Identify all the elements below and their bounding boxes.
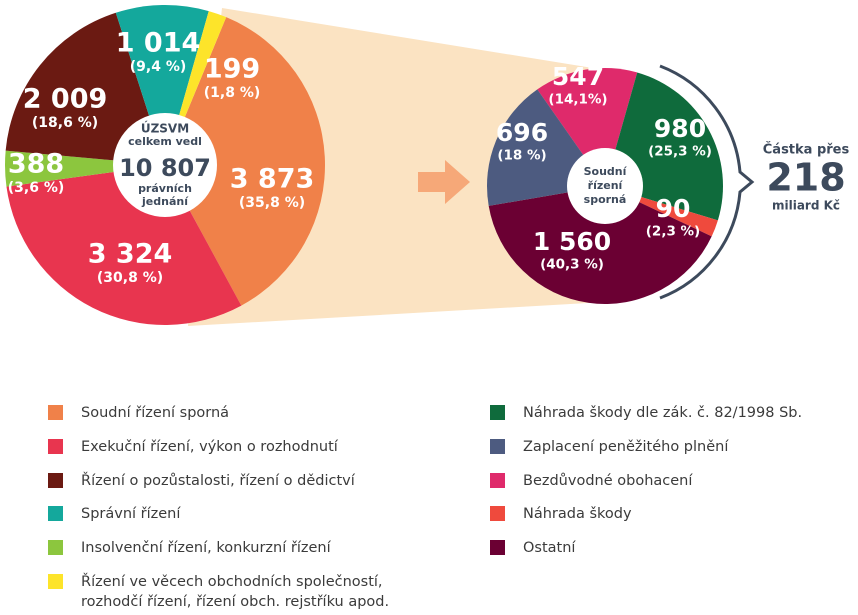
legend-label: Soudní řízení sporná [81, 405, 230, 421]
percent-label: (9,4 %) [130, 59, 187, 75]
legend-label: Řízení ve věcech obchodních společností,… [81, 574, 390, 610]
legend-item: Řízení ve věcech obchodních společností,… [48, 572, 389, 612]
value-label: 980 [654, 114, 706, 143]
arrow [418, 160, 470, 204]
value-label: 696 [496, 118, 548, 147]
value-label: 2 009 [23, 84, 108, 115]
value-label: 388 [8, 149, 64, 180]
annotation-prefix: Částka přes [763, 142, 850, 158]
center-text: jednání [141, 195, 189, 208]
legend-item: Náhrada škody dle zák. č. 82/1998 Sb. [490, 403, 802, 423]
percent-label: (2,3 %) [646, 223, 700, 239]
center-text: celkem vedl [128, 135, 202, 148]
annotation-unit: miliard Kč [772, 199, 840, 213]
percent-label: (3,6 %) [8, 180, 65, 196]
pie-slice [488, 186, 712, 304]
value-label: 199 [204, 54, 260, 85]
legend-item: Exekuční řízení, výkon o rozhodnutí [48, 437, 338, 457]
center-text: ÚZSVM [141, 121, 189, 136]
legend-swatch [490, 473, 505, 488]
center-text: Soudní [584, 165, 628, 178]
legend-item: Ostatní [490, 538, 575, 558]
legend-label: Správní řízení [81, 506, 181, 522]
legend-swatch [490, 439, 505, 454]
center-text: řízení [588, 179, 624, 192]
pie-slice [4, 150, 165, 187]
bracket [659, 64, 755, 300]
legend-item: Náhrada škody [490, 504, 632, 524]
value-label: 90 [656, 194, 691, 223]
percent-label: (40,3 %) [540, 256, 604, 272]
percent-label: (30,8 %) [97, 270, 163, 286]
value-label: 1 560 [533, 227, 611, 256]
center-text: sporná [584, 193, 627, 206]
legend-label: Exekuční řízení, výkon o rozhodnutí [81, 439, 338, 455]
percent-label: (35,8 %) [239, 195, 305, 211]
legend-label: Insolvenční řízení, konkurzní řízení [81, 540, 331, 556]
legend-label: Zaplacení peněžitého plnění [523, 439, 729, 455]
center-hole [113, 113, 217, 217]
legend-item: Řízení o pozůstalosti, řízení o dědictví [48, 471, 355, 491]
value-label: 1 014 [116, 28, 201, 59]
legend-swatch [48, 439, 63, 454]
legend-swatch [48, 506, 63, 521]
value-label: 3 324 [88, 239, 173, 270]
legend-item: Soudní řízení sporná [48, 403, 229, 423]
value-label: 3 873 [230, 164, 315, 195]
percent-label: (14,1%) [548, 91, 607, 107]
pie-slice [115, 4, 209, 165]
legend-swatch [490, 405, 505, 420]
legend-item: Insolvenční řízení, konkurzní řízení [48, 538, 331, 558]
legend-swatch [48, 405, 63, 420]
center-text: právních [138, 182, 192, 195]
legend-swatch [490, 506, 505, 521]
legend-swatch [48, 540, 63, 555]
pie-slice [5, 12, 165, 166]
legend-label: Náhrada škody dle zák. č. 82/1998 Sb. [523, 405, 803, 421]
legend-swatch [48, 574, 63, 589]
percent-label: (18,6 %) [32, 115, 98, 131]
center-hole [567, 148, 643, 224]
legend-item: Bezdůvodné obohacení [490, 471, 692, 491]
percent-label: (18 %) [497, 147, 546, 163]
annotation-amount: 218 [766, 156, 845, 200]
legend-label: Náhrada škody [523, 506, 632, 522]
legend-label: Řízení o pozůstalosti, řízení o dědictví [81, 473, 355, 489]
legend-swatch [48, 473, 63, 488]
value-label: 547 [552, 62, 604, 91]
percent-label: (25,3 %) [648, 143, 712, 159]
legend-item: Správní řízení [48, 504, 180, 524]
legend-item: Zaplacení peněžitého plnění [490, 437, 728, 457]
percent-label: (1,8 %) [204, 85, 261, 101]
legend-swatch [490, 540, 505, 555]
legend-label: Bezdůvodné obohacení [523, 473, 693, 489]
pie-slice [165, 17, 326, 306]
center-total: 10 807 [119, 154, 211, 182]
legend-label: Ostatní [523, 540, 576, 556]
